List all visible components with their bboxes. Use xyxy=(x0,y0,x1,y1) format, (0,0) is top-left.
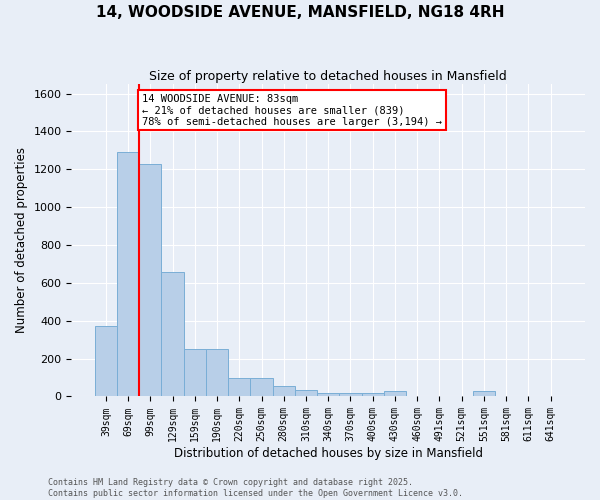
X-axis label: Distribution of detached houses by size in Mansfield: Distribution of detached houses by size … xyxy=(174,447,483,460)
Bar xyxy=(340,392,362,396)
Bar xyxy=(473,391,495,396)
Bar xyxy=(95,326,117,396)
Bar xyxy=(206,349,228,397)
Bar xyxy=(317,392,340,396)
Bar xyxy=(295,390,317,396)
Bar xyxy=(250,378,272,396)
Text: 14, WOODSIDE AVENUE, MANSFIELD, NG18 4RH: 14, WOODSIDE AVENUE, MANSFIELD, NG18 4RH xyxy=(96,5,504,20)
Bar xyxy=(184,349,206,397)
Bar xyxy=(117,152,139,396)
Bar xyxy=(139,164,161,396)
Bar xyxy=(362,392,384,396)
Text: 14 WOODSIDE AVENUE: 83sqm
← 21% of detached houses are smaller (839)
78% of semi: 14 WOODSIDE AVENUE: 83sqm ← 21% of detac… xyxy=(142,94,442,127)
Text: Contains HM Land Registry data © Crown copyright and database right 2025.
Contai: Contains HM Land Registry data © Crown c… xyxy=(48,478,463,498)
Y-axis label: Number of detached properties: Number of detached properties xyxy=(15,148,28,334)
Title: Size of property relative to detached houses in Mansfield: Size of property relative to detached ho… xyxy=(149,70,507,83)
Bar xyxy=(272,386,295,396)
Bar xyxy=(384,391,406,396)
Bar xyxy=(228,378,250,396)
Bar xyxy=(161,272,184,396)
